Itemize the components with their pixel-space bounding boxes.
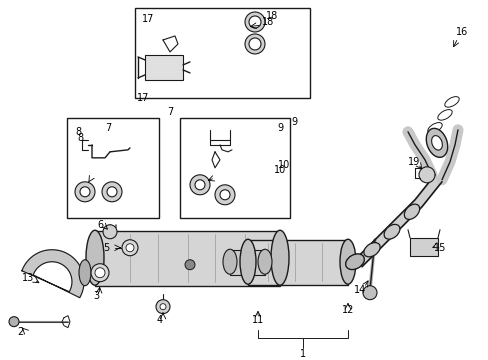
Circle shape (160, 304, 165, 310)
Text: 19: 19 (407, 157, 419, 167)
Ellipse shape (345, 254, 364, 270)
Ellipse shape (86, 230, 104, 285)
Ellipse shape (270, 230, 288, 285)
Ellipse shape (339, 239, 355, 284)
Bar (135, 8, 309, 98)
Text: 8: 8 (77, 133, 83, 143)
Text: 6: 6 (97, 220, 103, 230)
Bar (229, 250, 264, 275)
Ellipse shape (383, 224, 399, 239)
Circle shape (248, 38, 261, 50)
Circle shape (220, 190, 229, 200)
Bar (180, 118, 289, 218)
Text: 7: 7 (166, 107, 173, 117)
Text: 17: 17 (142, 14, 154, 24)
Polygon shape (22, 250, 84, 298)
Text: 13: 13 (22, 273, 34, 283)
Text: 10: 10 (273, 165, 285, 175)
Text: 18: 18 (265, 11, 278, 21)
Ellipse shape (240, 239, 256, 284)
Text: 10: 10 (277, 160, 289, 170)
Text: 1: 1 (299, 348, 305, 359)
Text: 12: 12 (341, 305, 353, 315)
Circle shape (80, 187, 90, 197)
Ellipse shape (223, 249, 237, 274)
Ellipse shape (404, 204, 419, 219)
Text: 5: 5 (102, 243, 109, 253)
Polygon shape (354, 175, 441, 267)
Bar (409, 238, 437, 256)
Circle shape (107, 187, 117, 197)
Circle shape (122, 240, 138, 256)
Circle shape (418, 167, 434, 183)
Circle shape (190, 175, 209, 195)
Text: 15: 15 (433, 243, 445, 253)
Text: 9: 9 (290, 117, 296, 127)
Circle shape (248, 16, 261, 28)
Circle shape (95, 268, 105, 278)
Text: 4: 4 (157, 315, 163, 325)
Text: 8: 8 (75, 127, 81, 137)
Circle shape (9, 317, 19, 327)
Circle shape (215, 185, 235, 205)
Circle shape (184, 260, 195, 270)
Circle shape (244, 12, 264, 32)
Circle shape (156, 300, 170, 314)
Bar (67, 118, 159, 218)
Circle shape (75, 182, 95, 202)
Circle shape (91, 264, 109, 282)
Bar (247, 240, 347, 285)
Ellipse shape (363, 243, 379, 257)
Text: 18: 18 (262, 17, 274, 27)
Text: 3: 3 (93, 291, 99, 301)
Circle shape (103, 225, 117, 239)
Text: 9: 9 (276, 123, 283, 133)
Ellipse shape (79, 260, 91, 286)
Circle shape (195, 180, 204, 190)
Text: 11: 11 (251, 315, 264, 325)
Circle shape (362, 286, 376, 300)
Circle shape (102, 182, 122, 202)
Text: 7: 7 (104, 123, 111, 133)
Circle shape (244, 34, 264, 54)
Text: 17: 17 (137, 93, 149, 103)
Ellipse shape (431, 136, 442, 150)
Ellipse shape (258, 249, 271, 274)
Bar (95, 231, 280, 286)
Bar (145, 55, 183, 80)
Text: 16: 16 (455, 27, 467, 37)
Circle shape (126, 244, 134, 252)
Text: 14: 14 (353, 285, 366, 295)
Text: 2: 2 (17, 327, 23, 337)
Ellipse shape (426, 129, 447, 157)
